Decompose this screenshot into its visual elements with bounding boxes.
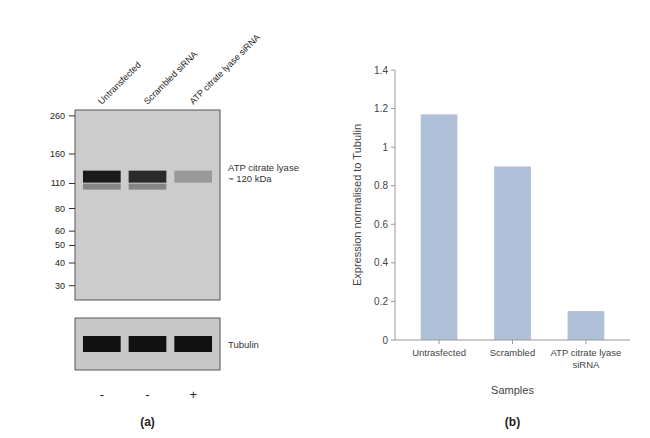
y-axis-label: Expression normalised to Tubulin bbox=[351, 124, 363, 286]
treatment-symbol: - bbox=[100, 387, 104, 402]
treatment-symbol: - bbox=[145, 387, 149, 402]
x-tick bbox=[439, 340, 440, 344]
marker-label: 260 bbox=[50, 111, 65, 121]
marker-label: 160 bbox=[50, 149, 65, 159]
bars bbox=[421, 114, 605, 340]
x-tick-label: Untrasfected bbox=[412, 347, 466, 358]
y-tick-label: 0.6 bbox=[374, 219, 388, 230]
tubulin-band bbox=[83, 336, 121, 352]
bar-panel: 0 0.2 0.4 0.6 0.8 1 1.2 1.4 Untrasfected Scramble… bbox=[351, 65, 630, 430]
y-tick bbox=[391, 147, 395, 148]
y-tick bbox=[391, 108, 395, 109]
marker-tick bbox=[69, 183, 75, 184]
treatment-symbol: + bbox=[189, 387, 197, 402]
y-tick bbox=[391, 340, 395, 341]
tubulin-band bbox=[174, 336, 212, 352]
lane-label: Untransfected bbox=[96, 60, 143, 107]
marker-label: 60 bbox=[55, 226, 65, 236]
x-tick bbox=[512, 340, 513, 344]
panel-label: (a) bbox=[140, 415, 155, 429]
y-tick bbox=[391, 185, 395, 186]
background bbox=[0, 0, 650, 438]
y-axis-line bbox=[395, 70, 396, 340]
marker-label: 80 bbox=[55, 204, 65, 214]
band-doublet bbox=[129, 184, 167, 190]
marker-label: 110 bbox=[51, 178, 65, 188]
tubulin-band bbox=[129, 336, 167, 352]
band bbox=[174, 171, 212, 183]
x-axis-label: Samples bbox=[491, 384, 534, 396]
marker-tick bbox=[69, 231, 75, 232]
figure: 260 160 110 80 60 50 40 30 Untransfected Scramble… bbox=[0, 0, 650, 438]
marker-label: 50 bbox=[55, 240, 65, 250]
y-tick bbox=[391, 262, 395, 263]
y-tick-label: 0.4 bbox=[374, 257, 388, 268]
y-tick bbox=[391, 301, 395, 302]
y-tick-label: 1.2 bbox=[374, 103, 388, 114]
bar bbox=[494, 166, 531, 340]
annotation: Tubulin bbox=[228, 339, 259, 350]
marker-tick bbox=[69, 245, 75, 246]
annotation: ATP citrate lyase~ 120 kDa bbox=[228, 161, 299, 184]
marker-tick bbox=[69, 154, 75, 155]
marker-label: 40 bbox=[55, 258, 65, 268]
marker-tick bbox=[69, 115, 75, 116]
bar bbox=[421, 114, 458, 340]
tubulin-gel bbox=[75, 318, 220, 370]
gel bbox=[75, 110, 220, 300]
x-tick-label: Scrambled bbox=[490, 347, 535, 358]
bar bbox=[568, 311, 605, 340]
x-tick-label: ATP citrate lyasesiRNA bbox=[550, 347, 621, 370]
blot-panel: 2601601108060504030UntransfectedScramble… bbox=[50, 32, 299, 429]
band bbox=[129, 171, 167, 183]
lane-label: ATP citrate lyase siRNA bbox=[188, 32, 262, 106]
x-tick bbox=[585, 340, 586, 344]
band bbox=[83, 171, 121, 183]
y-tick-label: 1 bbox=[382, 142, 388, 153]
y-tick-label: 0.8 bbox=[374, 180, 388, 191]
y-tick-label: 0 bbox=[382, 335, 388, 346]
marker-tick bbox=[69, 263, 75, 264]
panel-label: (b) bbox=[505, 415, 520, 429]
y-tick-label: 0.2 bbox=[374, 296, 388, 307]
marker-tick bbox=[69, 208, 75, 209]
marker-label: 30 bbox=[55, 281, 65, 291]
band-doublet bbox=[83, 184, 121, 190]
y-tick bbox=[391, 224, 395, 225]
marker-tick bbox=[69, 285, 75, 286]
y-tick bbox=[391, 70, 395, 71]
y-tick-label: 1.4 bbox=[374, 65, 388, 76]
